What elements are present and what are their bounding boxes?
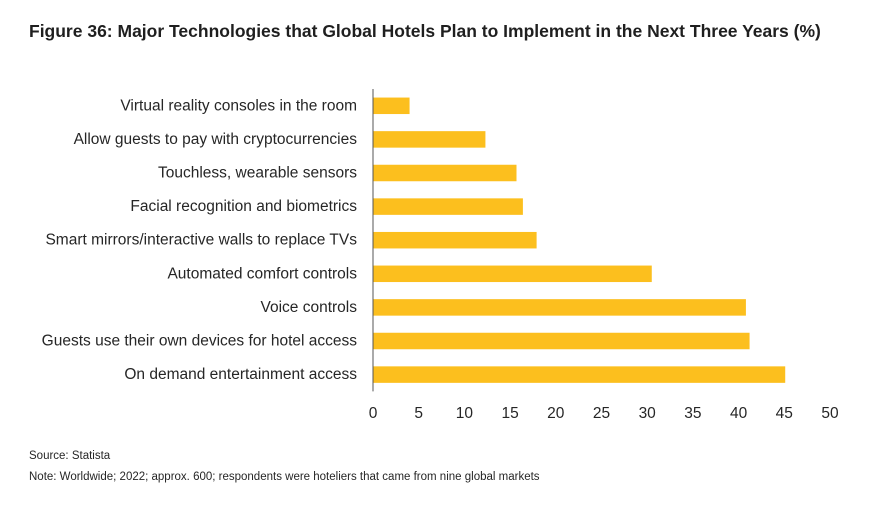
bar-4: [373, 231, 537, 249]
category-label-6: Voice controls: [261, 299, 358, 316]
category-label-8: On demand entertainment access: [124, 366, 357, 383]
x-tick-label-2: 10: [456, 405, 474, 422]
x-tick-label-5: 25: [593, 405, 610, 422]
category-label-1: Allow guests to pay with cryptocurrencie…: [74, 131, 358, 148]
category-label-3: Facial recognition and biometrics: [130, 198, 357, 215]
x-tick-label-1: 5: [414, 405, 423, 422]
bar-5: [373, 265, 652, 283]
bar-3: [373, 198, 523, 215]
x-tick-label-0: 0: [369, 405, 378, 422]
bar-0: [373, 97, 410, 115]
category-label-5: Automated comfort controls: [167, 265, 357, 282]
category-label-2: Touchless, wearable sensors: [158, 165, 357, 182]
x-tick-label-8: 40: [730, 405, 748, 422]
bars-group: [373, 97, 786, 383]
source-note: Source: Statista: [29, 450, 111, 462]
x-tick-label-6: 30: [639, 405, 657, 422]
bar-8: [373, 366, 786, 383]
x-tick-label-3: 15: [501, 405, 518, 422]
bar-1: [373, 131, 486, 148]
x-tick-labels: 0 5 10 15 20 25 30 35 40 45 50: [369, 405, 839, 422]
bar-6: [373, 299, 746, 316]
category-label-0: Virtual reality consoles in the room: [120, 97, 357, 114]
category-label-4: Smart mirrors/interactive walls to repla…: [45, 232, 357, 249]
bar-2: [373, 164, 517, 182]
x-tick-label-10: 50: [821, 405, 839, 422]
x-tick-label-7: 35: [684, 405, 701, 422]
x-tick-label-9: 45: [776, 405, 793, 422]
bar-7: [373, 332, 750, 350]
chart-title: Figure 36: Major Technologies that Globa…: [29, 21, 821, 41]
footnote: Note: Worldwide; 2022; approx. 600; resp…: [29, 471, 540, 483]
category-label-7: Guests use their own devices for hotel a…: [42, 333, 358, 350]
x-tick-label-4: 20: [547, 405, 565, 422]
category-labels: Virtual reality consoles in the room Allo…: [42, 97, 358, 383]
